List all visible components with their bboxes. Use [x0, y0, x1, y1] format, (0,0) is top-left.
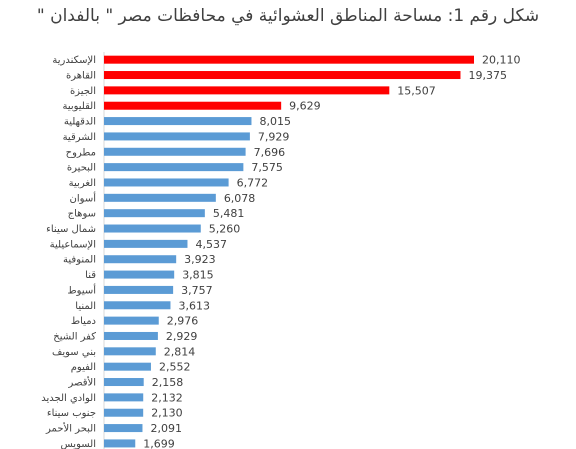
data-label: 8,015 [259, 115, 291, 128]
data-label: 2,158 [152, 376, 184, 389]
bar [104, 424, 143, 433]
data-label: 15,507 [397, 84, 436, 97]
category-label: أسوان [70, 191, 97, 204]
category-label: كفر الشيخ [53, 331, 96, 342]
data-label: 3,757 [181, 284, 213, 297]
category-label: القاهرة [66, 71, 96, 82]
bar [104, 71, 461, 80]
bar [104, 301, 171, 310]
bar [104, 439, 136, 448]
category-label: المنيا [75, 301, 96, 312]
bar [104, 331, 158, 340]
data-label: 2,814 [164, 345, 196, 358]
bar [104, 209, 205, 218]
category-label: الإسكندرية [52, 55, 96, 66]
bar [104, 378, 144, 387]
data-label: 6,078 [224, 192, 256, 205]
data-label: 2,091 [150, 422, 182, 435]
data-label: 6,772 [237, 176, 269, 189]
category-label: الغربية [69, 178, 96, 189]
data-label: 20,110 [482, 54, 521, 67]
category-label: المنوفية [63, 255, 96, 266]
data-label: 1,699 [143, 437, 175, 449]
category-label: الأقصر [68, 376, 96, 389]
bar [104, 101, 282, 110]
bar [104, 117, 252, 126]
data-label: 7,575 [251, 161, 283, 174]
data-label: 2,130 [151, 407, 183, 420]
data-label: 5,260 [209, 223, 241, 236]
data-label: 9,629 [289, 100, 321, 113]
data-label: 19,375 [468, 69, 507, 82]
category-label: القليوبية [62, 101, 96, 112]
category-label: البحيرة [67, 163, 96, 174]
data-label: 3,815 [182, 269, 214, 282]
category-label: البحر الأحمر [45, 422, 96, 435]
category-label: مطروح [66, 147, 96, 158]
bar [104, 316, 159, 325]
bar [104, 270, 175, 279]
bar [104, 362, 151, 371]
data-label: 2,929 [166, 330, 198, 343]
bar [104, 347, 156, 356]
data-label: 3,613 [178, 299, 210, 312]
data-label: 3,923 [184, 253, 216, 266]
bar [104, 239, 188, 248]
category-label: قنا [85, 270, 96, 281]
category-label: سوهاج [68, 209, 96, 220]
category-label: دمياط [71, 316, 96, 327]
category-label: جنوب سيناء [47, 408, 96, 419]
data-label: 2,552 [159, 361, 191, 374]
data-label: 2,976 [167, 315, 199, 328]
data-label: 5,481 [213, 207, 245, 220]
bar [104, 163, 244, 172]
bar [104, 55, 474, 64]
bar [104, 408, 144, 417]
category-label: الإسماعيلية [50, 239, 96, 250]
bar [104, 393, 144, 402]
category-label: الشرقية [63, 132, 96, 143]
category-label: السويس [61, 439, 96, 449]
data-label: 2,132 [151, 391, 183, 404]
bar [104, 86, 390, 95]
bar [104, 178, 229, 187]
category-label: شمال سيناء [46, 224, 96, 235]
bar [104, 193, 216, 202]
chart-title: شكل رقم 1: مساحة المناطق العشوائية في مح… [36, 6, 540, 26]
bar [104, 255, 177, 264]
category-label: الجيزة [70, 86, 96, 97]
category-label: الوادي الجديد [41, 393, 96, 404]
bar [104, 224, 201, 233]
category-label: الدقهلية [64, 117, 96, 128]
data-label: 7,929 [258, 130, 290, 143]
bar [104, 285, 174, 294]
data-label: 7,696 [254, 146, 286, 159]
category-label: أسيوط [67, 283, 96, 296]
bar [104, 132, 250, 141]
category-label: الفيوم [71, 362, 96, 373]
data-label: 4,537 [195, 238, 227, 251]
category-label: بني سويف [52, 347, 96, 358]
bar [104, 147, 246, 156]
